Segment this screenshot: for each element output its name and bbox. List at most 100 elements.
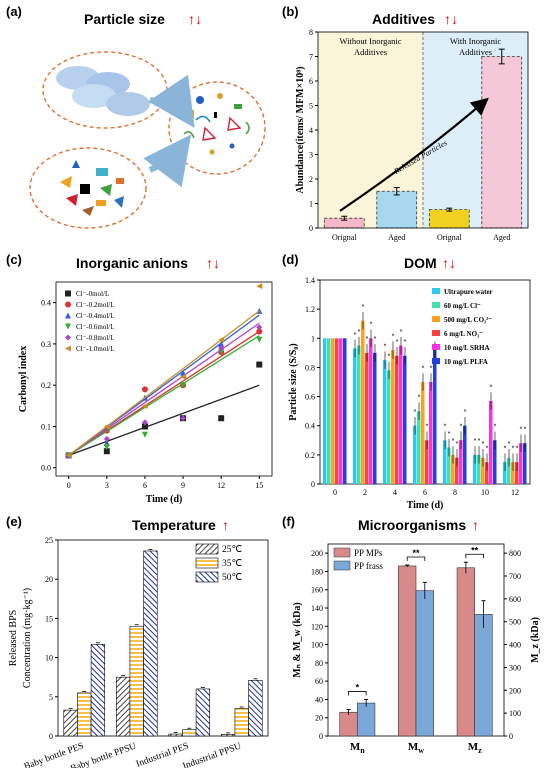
y-tick-label: 20 [315, 714, 323, 723]
y-tick-label: 0.3 [41, 340, 51, 349]
significance-mark: * [374, 336, 377, 343]
bar [357, 345, 361, 484]
bar [63, 709, 78, 737]
y-tick-label: 0.1 [41, 422, 51, 431]
bar [77, 692, 92, 737]
data-point [65, 312, 71, 319]
bar [353, 348, 357, 484]
data-point [103, 448, 110, 455]
data-point [65, 323, 71, 330]
data-point [180, 415, 187, 422]
plot-frame [55, 281, 273, 477]
legend-swatch [333, 560, 351, 571]
data-point [218, 415, 225, 422]
panel-c-arrows: ↑↓ [206, 255, 220, 271]
y-tick-label: 0.0 [41, 464, 51, 473]
particle-disc [72, 84, 116, 108]
y-axis-label: Particle size (S/S₀) [288, 343, 299, 420]
data-point [256, 328, 263, 335]
significance-mark: * [494, 424, 497, 431]
y-tick-label: 180 [311, 567, 323, 576]
legend-swatch [195, 571, 219, 583]
x-tick-label: 4 [393, 488, 397, 497]
y-tick-label-right: 700 [509, 572, 521, 581]
bar [456, 567, 475, 737]
plot-frame [57, 539, 269, 737]
data-point [65, 345, 71, 352]
y-tick-label: 140 [311, 604, 323, 613]
y-tick-label: 100 [311, 641, 323, 650]
bar [365, 352, 369, 484]
bar [415, 590, 434, 737]
bar [90, 643, 106, 737]
y-tick-label: 0 [311, 480, 315, 489]
x-tick-label: 0 [67, 481, 71, 490]
transform-arrow [148, 74, 195, 128]
y-tick-label: 4 [309, 126, 313, 135]
bar [323, 217, 365, 229]
y-tick-label: 15 [45, 614, 53, 623]
chart-d: 00.20.40.60.811.21.40 2* *****4******6****… [288, 276, 531, 511]
bar [421, 382, 425, 484]
significance-mark: * [486, 445, 489, 452]
significance-mark: * [474, 438, 477, 445]
bar [451, 454, 455, 484]
bar [369, 338, 373, 484]
y-tick-label: 0.2 [41, 381, 51, 390]
significance-mark: * [512, 445, 515, 452]
significance-mark: * [456, 441, 459, 448]
legend-label: 500 mg/L CO₃²⁻ [444, 316, 492, 324]
y-tick-label: 0.8 [305, 363, 315, 372]
bar [129, 625, 144, 737]
significance-mark: * [490, 384, 493, 391]
significance-mark: * [370, 322, 373, 329]
y-tick-label: 40 [315, 695, 323, 704]
data-point [180, 382, 187, 389]
legend-swatch [432, 358, 440, 364]
x-tick-label: 0 [333, 488, 337, 497]
bar [523, 443, 527, 484]
fit-line [68, 335, 260, 456]
bar [481, 457, 485, 484]
significance-mark: * [464, 409, 467, 416]
significance-mark: ** [471, 545, 479, 555]
x-tick-label: 6 [423, 488, 427, 497]
significance-mark: * [388, 354, 391, 361]
bar [493, 440, 497, 484]
data-point [65, 334, 71, 341]
y-tick-label: 0.4 [305, 422, 315, 431]
bar [473, 454, 477, 484]
significance-mark: * [520, 427, 523, 434]
significance-mark: * [418, 394, 421, 401]
bar [463, 425, 467, 484]
bar [383, 360, 387, 484]
y-tick-label: 20 [45, 575, 53, 584]
y-tick-label-right: 800 [509, 549, 521, 558]
bar [485, 462, 489, 484]
data-point [141, 423, 148, 430]
significance-mark: * [448, 431, 451, 438]
x-tick-label: 15 [255, 481, 263, 490]
significance-mark: * [482, 441, 485, 448]
panel-d-title: DOM [404, 255, 437, 271]
y-tick-label-right: 600 [509, 595, 521, 604]
bar [115, 676, 131, 737]
legend-label: PP frass [354, 561, 383, 571]
significance-mark: * [356, 682, 360, 692]
x-tick-subscript: n [360, 746, 365, 755]
y-tick-label-right: 200 [509, 686, 521, 695]
bar [507, 457, 511, 484]
significance-mark: * [504, 445, 507, 452]
panel-c-title: Inorganic anions [76, 255, 188, 271]
y-tick-label: 0.2 [305, 451, 315, 460]
bar [361, 320, 365, 484]
significance-mark: * [422, 365, 425, 372]
bar [335, 338, 339, 484]
panel-d-arrows: ↑↓ [442, 255, 456, 271]
data-point [141, 419, 148, 426]
significance-mark: * [430, 365, 433, 372]
panel-e-arrows: ↑ [222, 517, 229, 533]
legend-label: 35℃ [222, 559, 243, 569]
data-point [180, 373, 187, 380]
